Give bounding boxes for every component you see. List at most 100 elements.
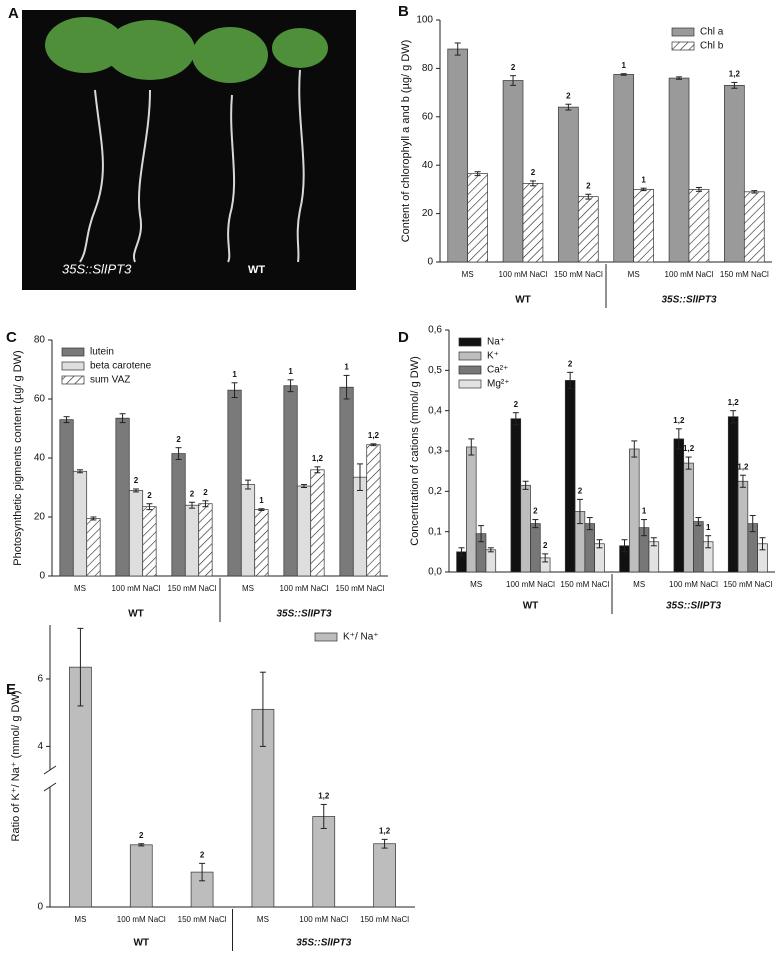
error-bar: [621, 539, 628, 553]
error-bar: [510, 75, 517, 86]
bar: [485, 549, 497, 573]
x-tick-label: 150 mM NaCl: [554, 270, 603, 279]
significance-label: 1,2: [312, 454, 324, 463]
error-bar: [739, 474, 746, 488]
error-bar: [202, 500, 209, 508]
x-tick-label: 150 mM NaCl: [336, 584, 385, 593]
error-bar: [705, 535, 712, 549]
y-tick-label: 60: [34, 394, 46, 405]
group-label: 35S::SlIPT3: [661, 295, 716, 306]
error-bar: [478, 525, 485, 543]
error-bar: [586, 517, 593, 531]
legend-label: Chl b: [700, 41, 724, 52]
x-tick-label: 100 mM NaCl: [299, 915, 348, 924]
y-tick-label: 0: [37, 902, 43, 913]
x-tick-label: 100 mM NaCl: [499, 270, 548, 279]
error-bar: [468, 438, 475, 456]
error-bar: [287, 379, 294, 393]
significance-label: 2: [578, 487, 583, 496]
y-axis-label: Concentration of cations (mmol/ g DW): [409, 356, 421, 546]
error-bar: [731, 81, 738, 89]
bar: [142, 506, 157, 577]
legend-swatch: [671, 27, 695, 37]
photo-caption: WT: [248, 264, 265, 276]
error-bar: [77, 627, 84, 707]
error-bar: [63, 416, 70, 424]
legend-swatch: [458, 365, 482, 375]
significance-label: 2: [139, 831, 144, 840]
significance-label: 2: [134, 476, 139, 485]
error-bar: [370, 443, 377, 447]
significance-label: 2: [200, 850, 205, 859]
x-tick-label: 150 mM NaCl: [168, 584, 217, 593]
group-label: WT: [128, 609, 144, 620]
legend-label: K⁺: [487, 351, 499, 362]
group-label: WT: [133, 938, 149, 949]
bar: [59, 419, 74, 577]
significance-label: 2: [176, 435, 181, 444]
bar: [283, 385, 298, 577]
error-bar: [641, 519, 648, 537]
y-tick-label: 0,0: [428, 567, 442, 578]
bar: [510, 418, 522, 573]
error-bar: [189, 501, 195, 509]
error-bar: [759, 537, 766, 551]
error-bar: [730, 410, 737, 424]
significance-label: 2: [543, 541, 548, 550]
x-tick-label: MS: [74, 915, 86, 924]
bar: [633, 189, 654, 263]
y-tick-label: 100: [416, 15, 433, 26]
y-tick-label: 20: [34, 512, 46, 523]
x-tick-label: MS: [242, 584, 254, 593]
error-bar: [532, 519, 539, 529]
error-bar: [522, 480, 529, 490]
x-tick-label: MS: [462, 270, 474, 279]
x-tick-label: 150 mM NaCl: [178, 915, 227, 924]
error-bar: [320, 803, 327, 829]
panel-label: A: [8, 5, 19, 22]
significance-label: 1: [621, 61, 626, 70]
bar: [673, 438, 685, 573]
error-bar: [245, 479, 251, 490]
significance-label: 2: [514, 400, 519, 409]
significance-label: 2: [147, 491, 152, 500]
y-tick-label: 80: [422, 63, 434, 74]
error-bar: [474, 171, 481, 177]
bar: [373, 843, 396, 908]
bar: [522, 183, 544, 263]
bar: [668, 77, 690, 263]
bar: [577, 196, 599, 263]
legend-swatch: [61, 347, 85, 357]
error-bar: [343, 374, 350, 400]
error-bar: [749, 515, 756, 533]
bar: [530, 523, 541, 573]
error-bar: [138, 843, 145, 847]
panel-label: D: [398, 329, 409, 346]
bar: [467, 173, 488, 263]
significance-label: 1,2: [673, 416, 685, 425]
error-bar: [512, 412, 519, 426]
legend-swatch: [458, 337, 482, 347]
error-bar: [676, 76, 683, 80]
error-bar: [314, 466, 321, 474]
error-bar: [357, 463, 363, 491]
significance-label: 1: [642, 507, 647, 516]
error-bar: [175, 447, 182, 460]
legend-swatch: [61, 375, 85, 385]
x-tick-label: 100 mM NaCl: [117, 915, 166, 924]
group-label: 35S::SlIPT3: [296, 938, 351, 949]
bar: [564, 380, 576, 573]
photo-caption: 35S::SlIPT3: [62, 261, 132, 276]
error-bar: [751, 190, 758, 194]
y-tick-label: 0: [427, 257, 433, 268]
bar: [254, 509, 269, 577]
error-bar: [133, 488, 139, 493]
y-tick-label: 0,2: [428, 486, 442, 497]
group-label: 35S::SlIPT3: [666, 601, 721, 612]
legend-label: Na⁺: [487, 337, 505, 348]
error-bar: [695, 517, 702, 527]
axis-break: [43, 782, 57, 792]
error-bar: [487, 547, 494, 553]
significance-label: 1: [641, 175, 646, 184]
